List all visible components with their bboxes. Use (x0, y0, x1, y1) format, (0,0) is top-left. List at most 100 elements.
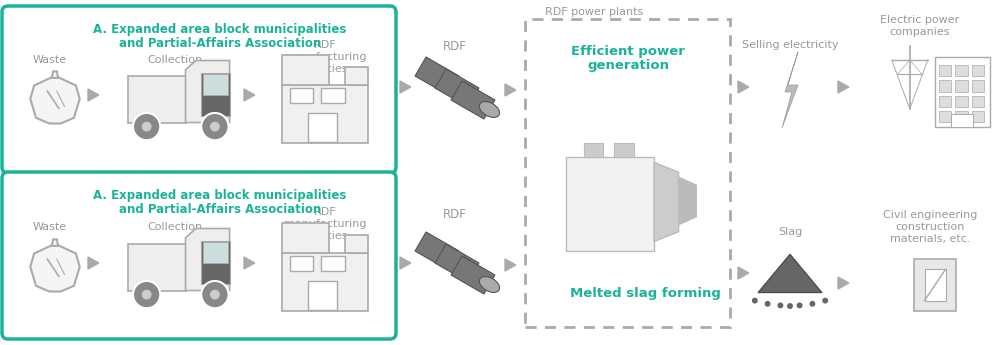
Bar (972, 65, 984, 76)
Polygon shape (88, 89, 99, 101)
Text: RDF: RDF (443, 208, 467, 221)
Ellipse shape (479, 277, 500, 293)
Bar (955, 111, 968, 122)
Text: RDF: RDF (443, 40, 467, 53)
Text: Slag: Slag (778, 227, 802, 237)
Text: facilities: facilities (302, 231, 348, 241)
Polygon shape (758, 254, 822, 293)
Ellipse shape (463, 265, 484, 280)
Polygon shape (400, 257, 411, 269)
Text: RDF power plants: RDF power plants (545, 7, 643, 17)
Text: construction: construction (895, 222, 965, 232)
Text: Selling electricity: Selling electricity (742, 40, 838, 50)
Bar (614, 142, 634, 157)
Text: Electric power: Electric power (880, 15, 960, 25)
Polygon shape (400, 81, 411, 93)
Text: and Partial-Affairs Association: and Partial-Affairs Association (119, 203, 321, 216)
Polygon shape (282, 55, 329, 86)
Text: Efficient power: Efficient power (571, 45, 685, 58)
Circle shape (209, 289, 220, 300)
Bar (972, 96, 984, 107)
Text: Collection: Collection (147, 222, 203, 232)
Polygon shape (52, 239, 58, 246)
Polygon shape (186, 228, 230, 290)
Bar (321, 88, 344, 103)
FancyBboxPatch shape (2, 6, 396, 173)
Ellipse shape (443, 78, 464, 93)
Bar (290, 88, 313, 103)
Polygon shape (282, 253, 368, 311)
Circle shape (788, 304, 792, 308)
Text: companies: companies (890, 27, 950, 37)
Polygon shape (201, 241, 230, 284)
Polygon shape (244, 89, 255, 101)
Polygon shape (203, 242, 228, 263)
Polygon shape (186, 60, 230, 122)
Circle shape (133, 113, 160, 140)
Polygon shape (838, 81, 849, 93)
Circle shape (778, 303, 783, 308)
Text: and Partial-Affairs Association: and Partial-Affairs Association (119, 37, 321, 50)
FancyBboxPatch shape (2, 172, 396, 339)
Polygon shape (282, 86, 368, 143)
Polygon shape (30, 242, 80, 292)
Polygon shape (679, 177, 696, 225)
Text: Waste: Waste (33, 55, 67, 65)
Bar (939, 111, 951, 122)
Text: RDF: RDF (314, 207, 336, 217)
Text: materials, etc.: materials, etc. (890, 234, 970, 244)
Polygon shape (566, 157, 654, 252)
Polygon shape (415, 57, 459, 95)
Text: RDF: RDF (314, 40, 336, 50)
Circle shape (823, 298, 827, 303)
Bar (290, 256, 313, 272)
Text: manufacturing: manufacturing (284, 52, 366, 62)
Ellipse shape (479, 101, 500, 117)
Text: facilities: facilities (302, 64, 348, 74)
Polygon shape (435, 244, 479, 282)
Text: Waste: Waste (33, 222, 67, 232)
Polygon shape (934, 57, 990, 127)
Polygon shape (52, 71, 58, 78)
Circle shape (141, 121, 152, 132)
Text: Civil engineering: Civil engineering (883, 210, 977, 220)
Circle shape (201, 113, 229, 140)
Circle shape (201, 281, 229, 308)
Polygon shape (415, 232, 459, 270)
Circle shape (797, 303, 802, 308)
Polygon shape (654, 162, 679, 242)
Bar (972, 111, 984, 122)
Polygon shape (203, 74, 228, 95)
Polygon shape (738, 81, 749, 93)
Text: manufacturing: manufacturing (284, 219, 366, 229)
Circle shape (141, 289, 152, 300)
Polygon shape (344, 235, 368, 253)
Bar (972, 80, 984, 91)
Bar (308, 113, 337, 141)
Bar (584, 142, 603, 157)
Polygon shape (738, 267, 749, 279)
Circle shape (209, 121, 220, 132)
Polygon shape (244, 257, 255, 269)
Bar (955, 96, 968, 107)
Text: A. Expanded area block municipalities: A. Expanded area block municipalities (93, 189, 347, 202)
Bar (321, 256, 344, 272)
Ellipse shape (463, 90, 484, 106)
Text: Melted slag forming: Melted slag forming (570, 287, 721, 300)
Text: A. Expanded area block municipalities: A. Expanded area block municipalities (93, 23, 347, 36)
Circle shape (765, 302, 770, 306)
Polygon shape (30, 74, 80, 124)
Polygon shape (505, 259, 516, 271)
Bar (525, 19, 730, 327)
Circle shape (810, 302, 815, 306)
Text: generation: generation (587, 59, 669, 72)
Polygon shape (451, 81, 495, 119)
Polygon shape (282, 223, 329, 253)
Bar (939, 96, 951, 107)
Bar (939, 65, 951, 76)
Polygon shape (201, 73, 230, 116)
Bar (939, 80, 951, 91)
Polygon shape (924, 269, 946, 300)
Polygon shape (88, 257, 99, 269)
Bar (308, 281, 337, 309)
